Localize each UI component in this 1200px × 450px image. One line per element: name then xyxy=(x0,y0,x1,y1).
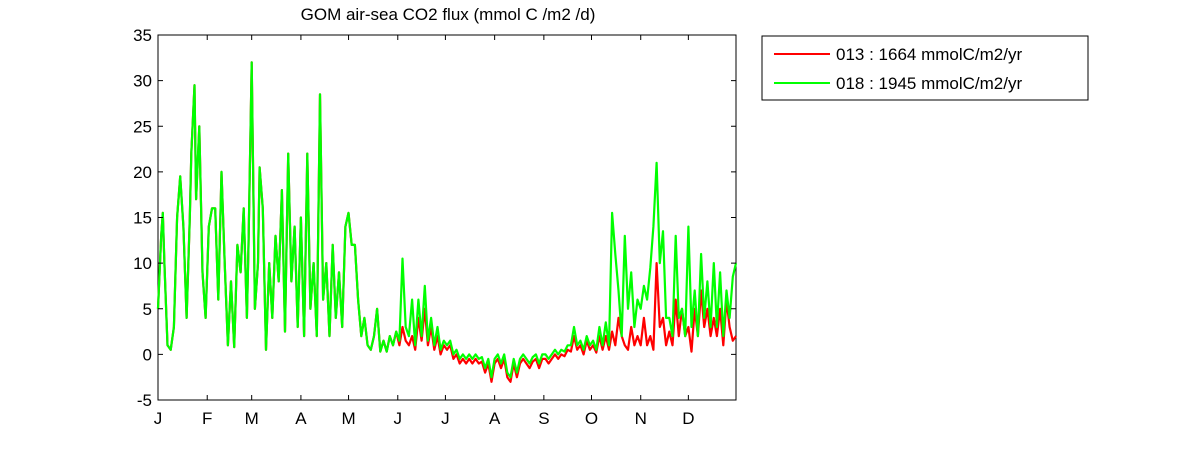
x-tick-label: M xyxy=(341,409,355,428)
y-tick-label: 20 xyxy=(133,163,152,182)
x-tick-label: M xyxy=(245,409,259,428)
x-tick-label: A xyxy=(489,409,501,428)
series-line-1 xyxy=(156,61,738,379)
y-axis: -5 0 5 10 15 20 25 30 35 xyxy=(133,26,736,410)
legend-label-series-018: 018 : 1945 mmolC/m2/yr xyxy=(836,74,1022,93)
y-tick-label: -5 xyxy=(137,391,152,410)
y-tick-label: 5 xyxy=(143,300,152,319)
legend-label-series-013: 013 : 1664 mmolC/m2/yr xyxy=(836,45,1022,64)
chart-title: GOM air-sea CO2 flux (mmol C /m2 /d) xyxy=(301,5,596,24)
x-tick-label: J xyxy=(441,409,450,428)
y-tick-label: 15 xyxy=(133,209,152,228)
x-tick-label: S xyxy=(538,409,549,428)
y-tick-label: 10 xyxy=(133,254,152,273)
x-tick-label: N xyxy=(635,409,647,428)
x-tick-label: O xyxy=(585,409,598,428)
series-group xyxy=(156,61,738,383)
x-tick-label: D xyxy=(682,409,694,428)
x-tick-label: A xyxy=(295,409,307,428)
x-tick-label: J xyxy=(394,409,403,428)
x-tick-label: J xyxy=(154,409,163,428)
y-tick-label: 30 xyxy=(133,72,152,91)
legend-box xyxy=(761,35,1089,101)
legend: 013 : 1664 mmolC/m2/yr 018 : 1945 mmolC/… xyxy=(761,35,1089,101)
x-tick-label: F xyxy=(202,409,212,428)
y-tick-label: 25 xyxy=(133,117,152,136)
y-tick-label: 0 xyxy=(143,345,152,364)
y-tick-label: 35 xyxy=(133,26,152,45)
